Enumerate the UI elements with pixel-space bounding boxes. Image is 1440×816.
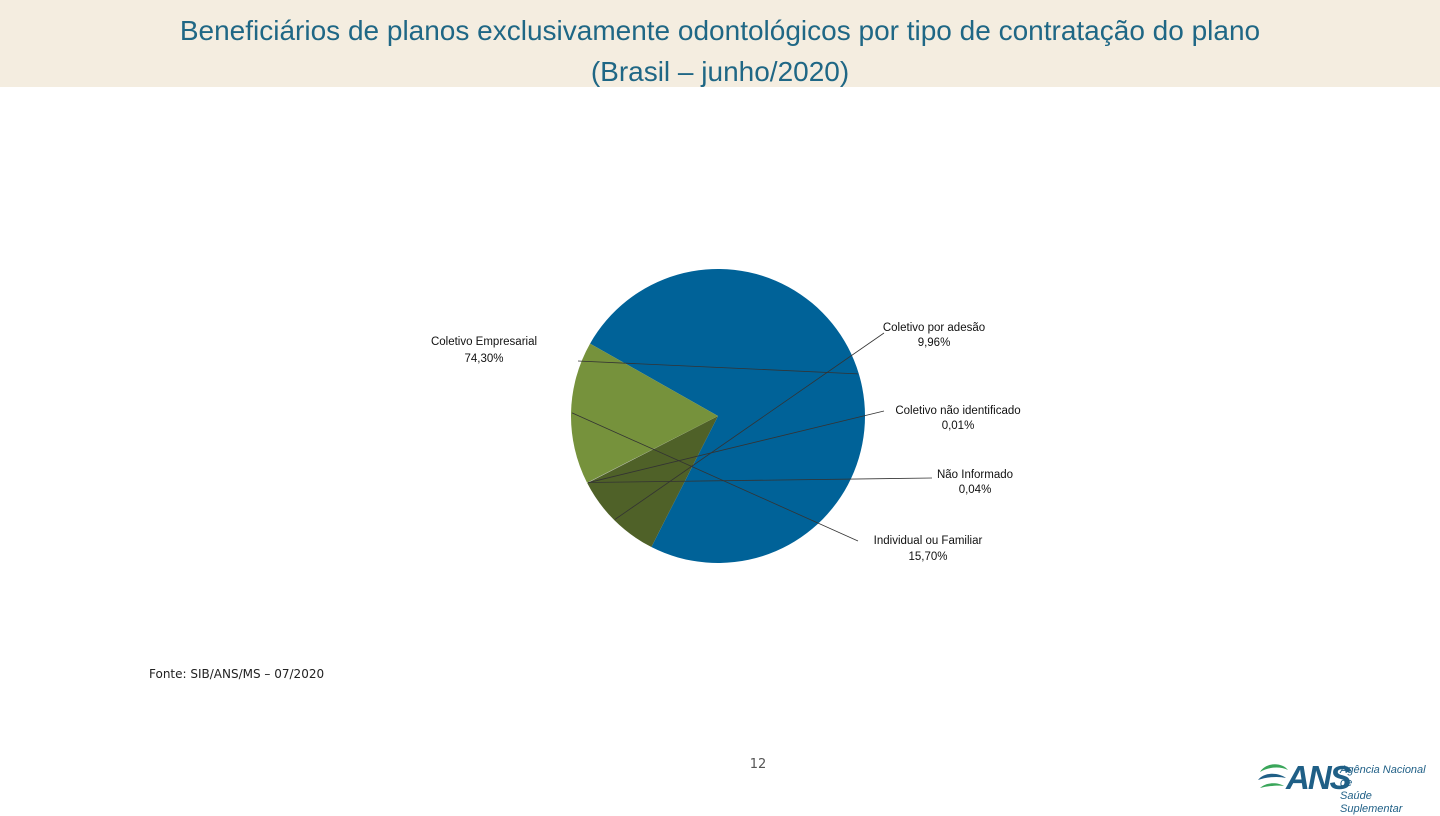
ans-logo-word: ANS [1286, 759, 1352, 796]
slice-value-coletivo-nao-identificado: 0,01% [942, 420, 975, 432]
slice-value-nao-informado: 0,04% [959, 484, 992, 496]
slice-label-individual-ou-familiar: Individual ou Familiar [874, 535, 983, 547]
slice-label-coletivo-nao-identificado: Coletivo não identificado [895, 405, 1020, 417]
leader-line-nao-informado [588, 477, 933, 483]
ans-logo-subtitle: Agência Nacional de Saúde Suplementar [1340, 764, 1434, 816]
ans-logo-subtitle-line-2: Saúde Suplementar [1340, 790, 1403, 815]
leader-line-coletivo-nao-identificado [588, 410, 885, 484]
pie-slice-individual-ou-familiar [571, 343, 718, 483]
leader-line-coletivo-empresarial [577, 360, 858, 375]
pie-slice-coletivo-nao-identificado [587, 416, 718, 484]
pie-slices [571, 269, 865, 563]
slice-label-coletivo-por-adesao: Coletivo por adesão [883, 322, 985, 334]
pie-leader-lines [571, 332, 933, 542]
ans-logo-subtitle-line-1: Agência Nacional de [1340, 764, 1426, 789]
slice-value-coletivo-por-adesao: 9,96% [918, 337, 951, 349]
leader-line-individual-ou-familiar [571, 412, 859, 542]
title-bar: Beneficiários de planos exclusivamente o… [0, 0, 1440, 87]
page-number: 12 [749, 757, 767, 772]
slice-value-individual-ou-familiar: 15,70% [908, 551, 947, 563]
pie-slice-coletivo-empresarial [590, 269, 865, 563]
page-title-line-2: (Brasil – junho/2020) [590, 56, 850, 87]
source-note: Fonte: SIB/ANS/MS – 07/2020 [149, 667, 325, 681]
page-title: Beneficiários de planos exclusivamente o… [0, 10, 1440, 92]
pie-slice-nao-informado [587, 416, 718, 484]
slice-label-coletivo-empresarial: Coletivo Empresarial [431, 336, 537, 348]
ans-logo: ANS Agência Nacional de Saúde Suplementa… [1256, 758, 1434, 815]
pie-labels: Coletivo Empresarial 74,30% Coletivo por a… [431, 322, 1021, 563]
slice-label-nao-informado: Não Informado [937, 469, 1013, 481]
ans-logo-mark-icon [1258, 764, 1288, 788]
slice-value-coletivo-empresarial: 74,30% [464, 353, 503, 365]
page-title-line-1: Beneficiários de planos exclusivamente o… [179, 15, 1261, 46]
leader-line-coletivo-por-adesao [614, 332, 885, 520]
